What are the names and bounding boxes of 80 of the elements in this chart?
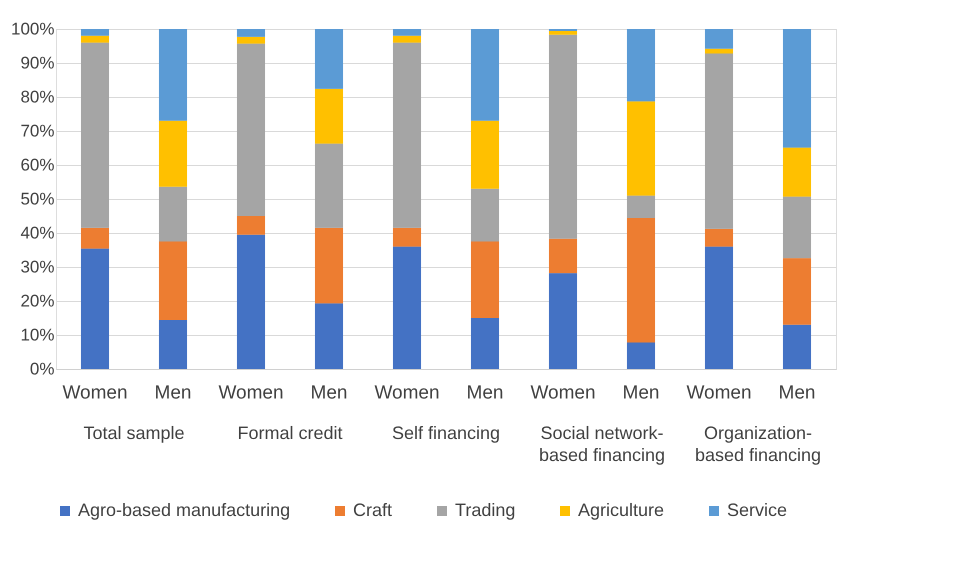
- bar: [236, 36, 266, 44]
- bar: [314, 303, 344, 369]
- legend-label: Agriculture: [578, 500, 664, 520]
- bar: [548, 238, 578, 274]
- y-tick-label: 0%: [30, 360, 54, 378]
- legend-label: Service: [727, 500, 788, 520]
- bar: [236, 29, 266, 37]
- x-tick-label: Men: [310, 382, 348, 404]
- text: Total sample: [83, 423, 185, 443]
- bar: [626, 218, 656, 342]
- bar: [158, 320, 188, 369]
- bar: [80, 42, 110, 228]
- y-tick-label: 60%: [20, 156, 54, 174]
- x-tick-label: Women: [530, 382, 596, 404]
- bar: [314, 88, 344, 144]
- bar: [704, 29, 734, 49]
- bar: [158, 186, 188, 242]
- bar: [704, 48, 734, 54]
- y-tick-label: 50%: [20, 190, 54, 208]
- bar: [392, 246, 422, 369]
- bar: [314, 29, 344, 89]
- bar: [470, 120, 500, 189]
- text: Social network-based financing: [538, 423, 666, 465]
- bar: [470, 188, 500, 242]
- bar: [548, 31, 578, 35]
- bar: [704, 53, 734, 229]
- bar: [236, 44, 266, 216]
- y-tick-label: 10%: [20, 326, 54, 344]
- x-tick-label: Women: [218, 382, 284, 404]
- bar: [626, 196, 656, 218]
- legend-label: Agro-based manufacturing: [78, 500, 290, 520]
- bar: [704, 246, 734, 369]
- bar: [392, 42, 422, 228]
- bar: [158, 29, 188, 121]
- text: Organization-based financing: [694, 423, 822, 465]
- bar: [704, 228, 734, 247]
- y-tick-label: 30%: [20, 258, 54, 276]
- bar: [80, 29, 110, 36]
- bar: [782, 148, 812, 197]
- bar: [392, 29, 422, 36]
- y-tick-label: 70%: [20, 122, 54, 140]
- bar: [782, 258, 812, 325]
- x-tick-label: Men: [466, 382, 504, 404]
- x-tick-label: Women: [374, 382, 440, 404]
- text: Formal credit: [237, 423, 343, 443]
- bar: [548, 273, 578, 369]
- y-tick-label: 80%: [20, 88, 54, 106]
- bar: [236, 234, 266, 369]
- bar: [158, 120, 188, 187]
- x-tick-label: Men: [622, 382, 660, 404]
- bar: [158, 242, 188, 320]
- bar: [470, 318, 500, 369]
- x-tick-label: Men: [778, 382, 816, 404]
- bar: [470, 242, 500, 318]
- bar: [314, 144, 344, 228]
- y-tick-label: 90%: [20, 54, 54, 72]
- bar: [626, 342, 656, 369]
- x-tick-label: Men: [154, 382, 192, 404]
- bar: [782, 324, 812, 369]
- legend-label: Craft: [353, 500, 392, 520]
- x-tick-label: Women: [686, 382, 752, 404]
- y-tick-label: 40%: [20, 224, 54, 242]
- bar: [80, 248, 110, 369]
- y-tick-label: 100%: [11, 20, 54, 38]
- bar: [782, 196, 812, 258]
- bar: [236, 216, 266, 235]
- bar: [392, 36, 422, 43]
- legend-label: Trading: [455, 500, 516, 520]
- bar: [782, 29, 812, 148]
- bar: [80, 228, 110, 249]
- x-tick-label: Women: [62, 382, 128, 404]
- bar: [626, 29, 656, 102]
- y-tick-label: 20%: [20, 292, 54, 310]
- bar: [548, 34, 578, 239]
- bar: [314, 228, 344, 304]
- bar: [392, 228, 422, 247]
- text: Self financing: [392, 423, 500, 443]
- bar: [470, 29, 500, 121]
- bar: [80, 36, 110, 43]
- bar: [626, 101, 656, 196]
